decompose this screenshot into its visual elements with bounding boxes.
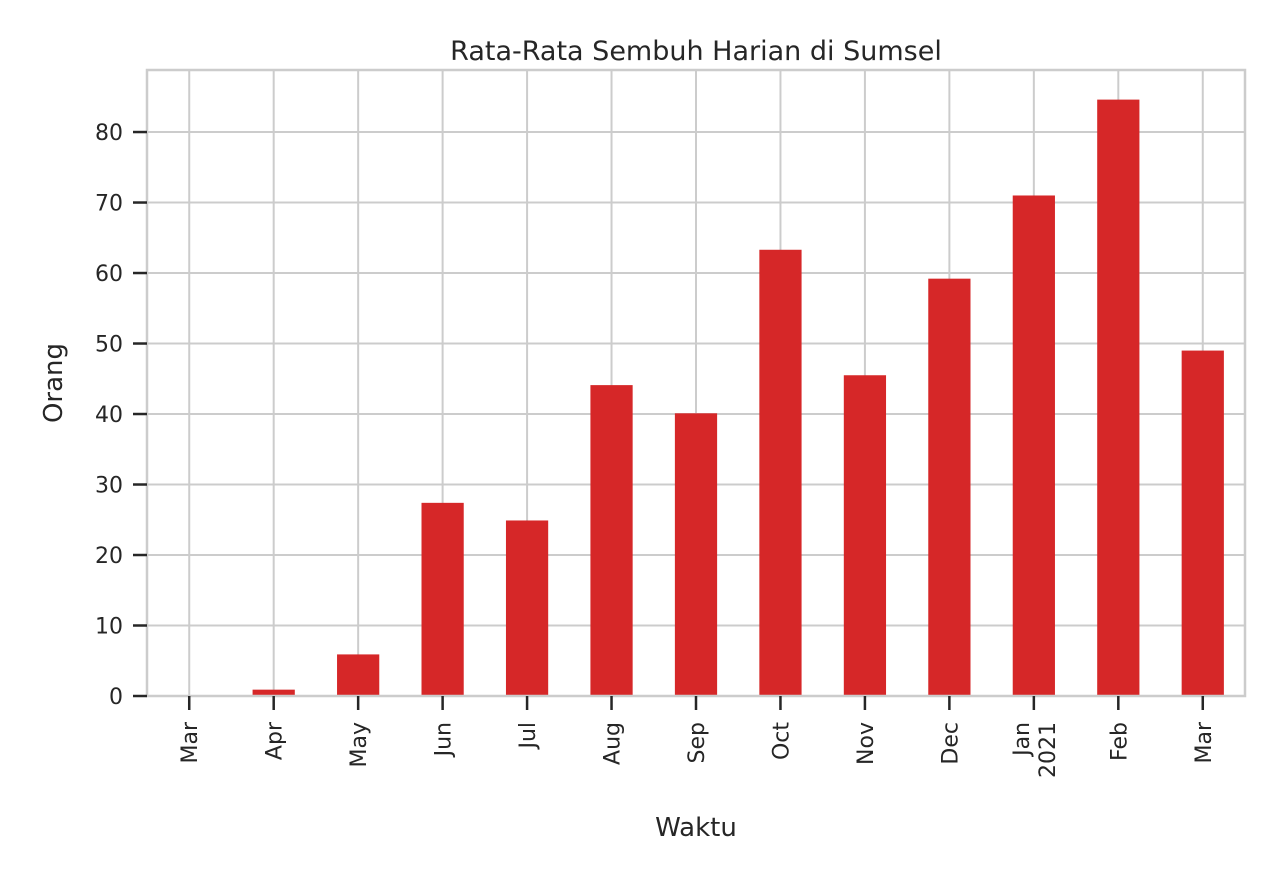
- x-tick-label: May: [347, 722, 372, 767]
- bar: [252, 689, 295, 696]
- x-tick-label-line: Dec: [938, 722, 963, 765]
- x-tick-label-line: Apr: [263, 721, 288, 760]
- y-tick-label: 50: [95, 333, 123, 358]
- x-tick-label: Apr: [263, 721, 288, 760]
- x-axis-label: Waktu: [655, 813, 737, 843]
- x-tick-label-line: May: [347, 722, 372, 767]
- bar: [337, 654, 380, 696]
- x-axis-ticks: Mar Apr May Jun Jul Aug Sep Oct Nov Dec Jan 2021 Feb…: [178, 696, 1217, 778]
- y-tick-label: 60: [95, 262, 123, 287]
- x-tick-label: Mar: [178, 721, 203, 763]
- bar: [1097, 99, 1140, 697]
- x-tick-label-line: Mar: [1192, 721, 1217, 763]
- x-tick-label-line: Oct: [769, 722, 794, 760]
- x-tick-label-line: Jul: [516, 722, 541, 751]
- y-tick-label: 10: [95, 615, 123, 640]
- x-tick-label: Jul: [516, 722, 541, 751]
- x-tick-label: Jan 2021: [1010, 722, 1061, 778]
- y-tick-label: 20: [95, 544, 123, 569]
- y-tick-label: 0: [109, 685, 123, 710]
- chart-title: Rata-Rata Sembuh Harian di Sumsel: [450, 36, 942, 67]
- y-axis-ticks: 0 10 20 30 40 50 60 70 80: [95, 121, 147, 710]
- x-tick-label-line: Sep: [685, 722, 710, 763]
- y-axis-label: Orang: [39, 343, 69, 423]
- x-tick-label-line: Feb: [1107, 722, 1132, 761]
- y-tick-label: 40: [95, 403, 123, 428]
- x-tick-label: Mar: [1192, 721, 1217, 763]
- x-tick-label: Sep: [685, 722, 710, 763]
- y-tick-label: 80: [95, 121, 123, 146]
- x-tick-label: Dec: [938, 722, 963, 765]
- bar: [1012, 195, 1055, 696]
- x-tick-label: Nov: [854, 722, 879, 765]
- y-tick-label: 30: [95, 474, 123, 499]
- bars: [252, 99, 1224, 697]
- bar: [928, 278, 971, 696]
- x-tick-label: Aug: [601, 722, 626, 765]
- bar: [674, 413, 718, 696]
- bar: [421, 502, 464, 696]
- x-tick-label-line: Nov: [854, 722, 879, 765]
- x-tick-label-line: Jun: [432, 722, 457, 758]
- bar: [843, 375, 887, 696]
- x-tick-label: Jun: [432, 722, 457, 758]
- bar: [759, 249, 802, 696]
- x-tick-label-line: Aug: [601, 722, 626, 765]
- bar: [505, 520, 549, 696]
- x-tick-label: Oct: [769, 722, 794, 760]
- bar: [1181, 350, 1224, 696]
- x-tick-label-line: Mar: [178, 721, 203, 763]
- x-tick-label: Feb: [1107, 722, 1132, 761]
- x-tick-label-line: Jan: [1010, 722, 1035, 758]
- y-tick-label: 70: [95, 192, 123, 217]
- bar: [590, 385, 633, 696]
- x-tick-label-line: 2021: [1036, 722, 1061, 778]
